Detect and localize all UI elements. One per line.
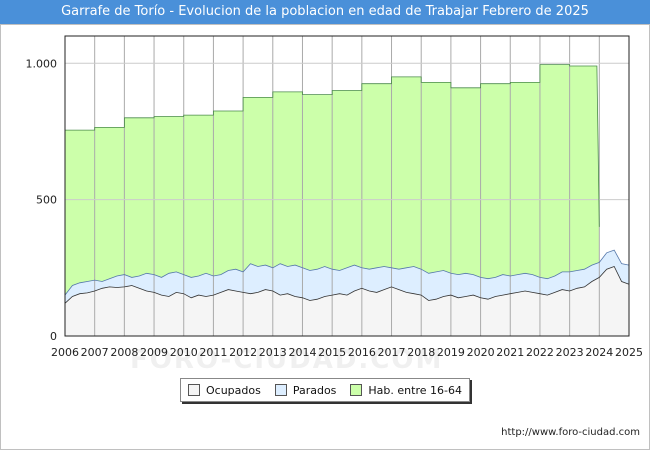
- x-tick-2008: 2008: [110, 346, 138, 359]
- x-tick-2023: 2023: [556, 346, 584, 359]
- legend-item-habitantes: Hab. entre 16-64: [350, 384, 462, 397]
- legend-swatch-ocupados: [187, 384, 200, 396]
- x-tick-2024: 2024: [585, 346, 613, 359]
- x-tick-2010: 2010: [170, 346, 198, 359]
- x-tick-2009: 2009: [140, 346, 168, 359]
- plot-border: [64, 35, 630, 337]
- x-tick-2020: 2020: [467, 346, 495, 359]
- legend-item-ocupados: Ocupados: [187, 383, 261, 397]
- x-tick-2012: 2012: [229, 346, 257, 359]
- y-tick-0: 0: [50, 330, 57, 343]
- line-parados: [64, 249, 630, 296]
- line-ocupados: [64, 266, 630, 304]
- x-tick-2018: 2018: [407, 346, 435, 359]
- x-tick-2017: 2017: [378, 346, 406, 359]
- legend-label-ocupados: Ocupados: [205, 383, 261, 397]
- legend-item-parados: Parados: [274, 383, 337, 397]
- source-url: http://www.foro-ciudad.com: [501, 427, 640, 438]
- x-tick-2014: 2014: [288, 346, 316, 359]
- x-tick-2019: 2019: [437, 346, 465, 359]
- x-tick-2013: 2013: [259, 346, 287, 359]
- x-tick-2006: 2006: [51, 346, 79, 359]
- chart-title: Garrafe de Torío - Evolucion de la pobla…: [0, 0, 650, 24]
- area-ocupados: [65, 266, 629, 336]
- legend-swatch-habitantes: [350, 384, 363, 396]
- x-tick-2015: 2015: [318, 346, 346, 359]
- legend-swatch-parados: [274, 384, 287, 396]
- legend: Ocupados Parados Hab. entre 16-64: [180, 378, 470, 402]
- x-tick-2007: 2007: [81, 346, 109, 359]
- legend-label-habitantes: Hab. entre 16-64: [368, 383, 462, 397]
- x-tick-2016: 2016: [348, 346, 376, 359]
- y-tick-1000: 1.000: [26, 57, 58, 70]
- line-hab-entre-16-64: [65, 64, 600, 227]
- watermark: FORO-CIUDAD.COM: [130, 345, 444, 375]
- x-tick-2022: 2022: [526, 346, 554, 359]
- x-tick-2025: 2025: [615, 346, 643, 359]
- x-tick-2021: 2021: [496, 346, 524, 359]
- x-tick-2011: 2011: [199, 346, 227, 359]
- legend-label-parados: Parados: [292, 383, 337, 397]
- y-tick-500: 500: [36, 194, 57, 207]
